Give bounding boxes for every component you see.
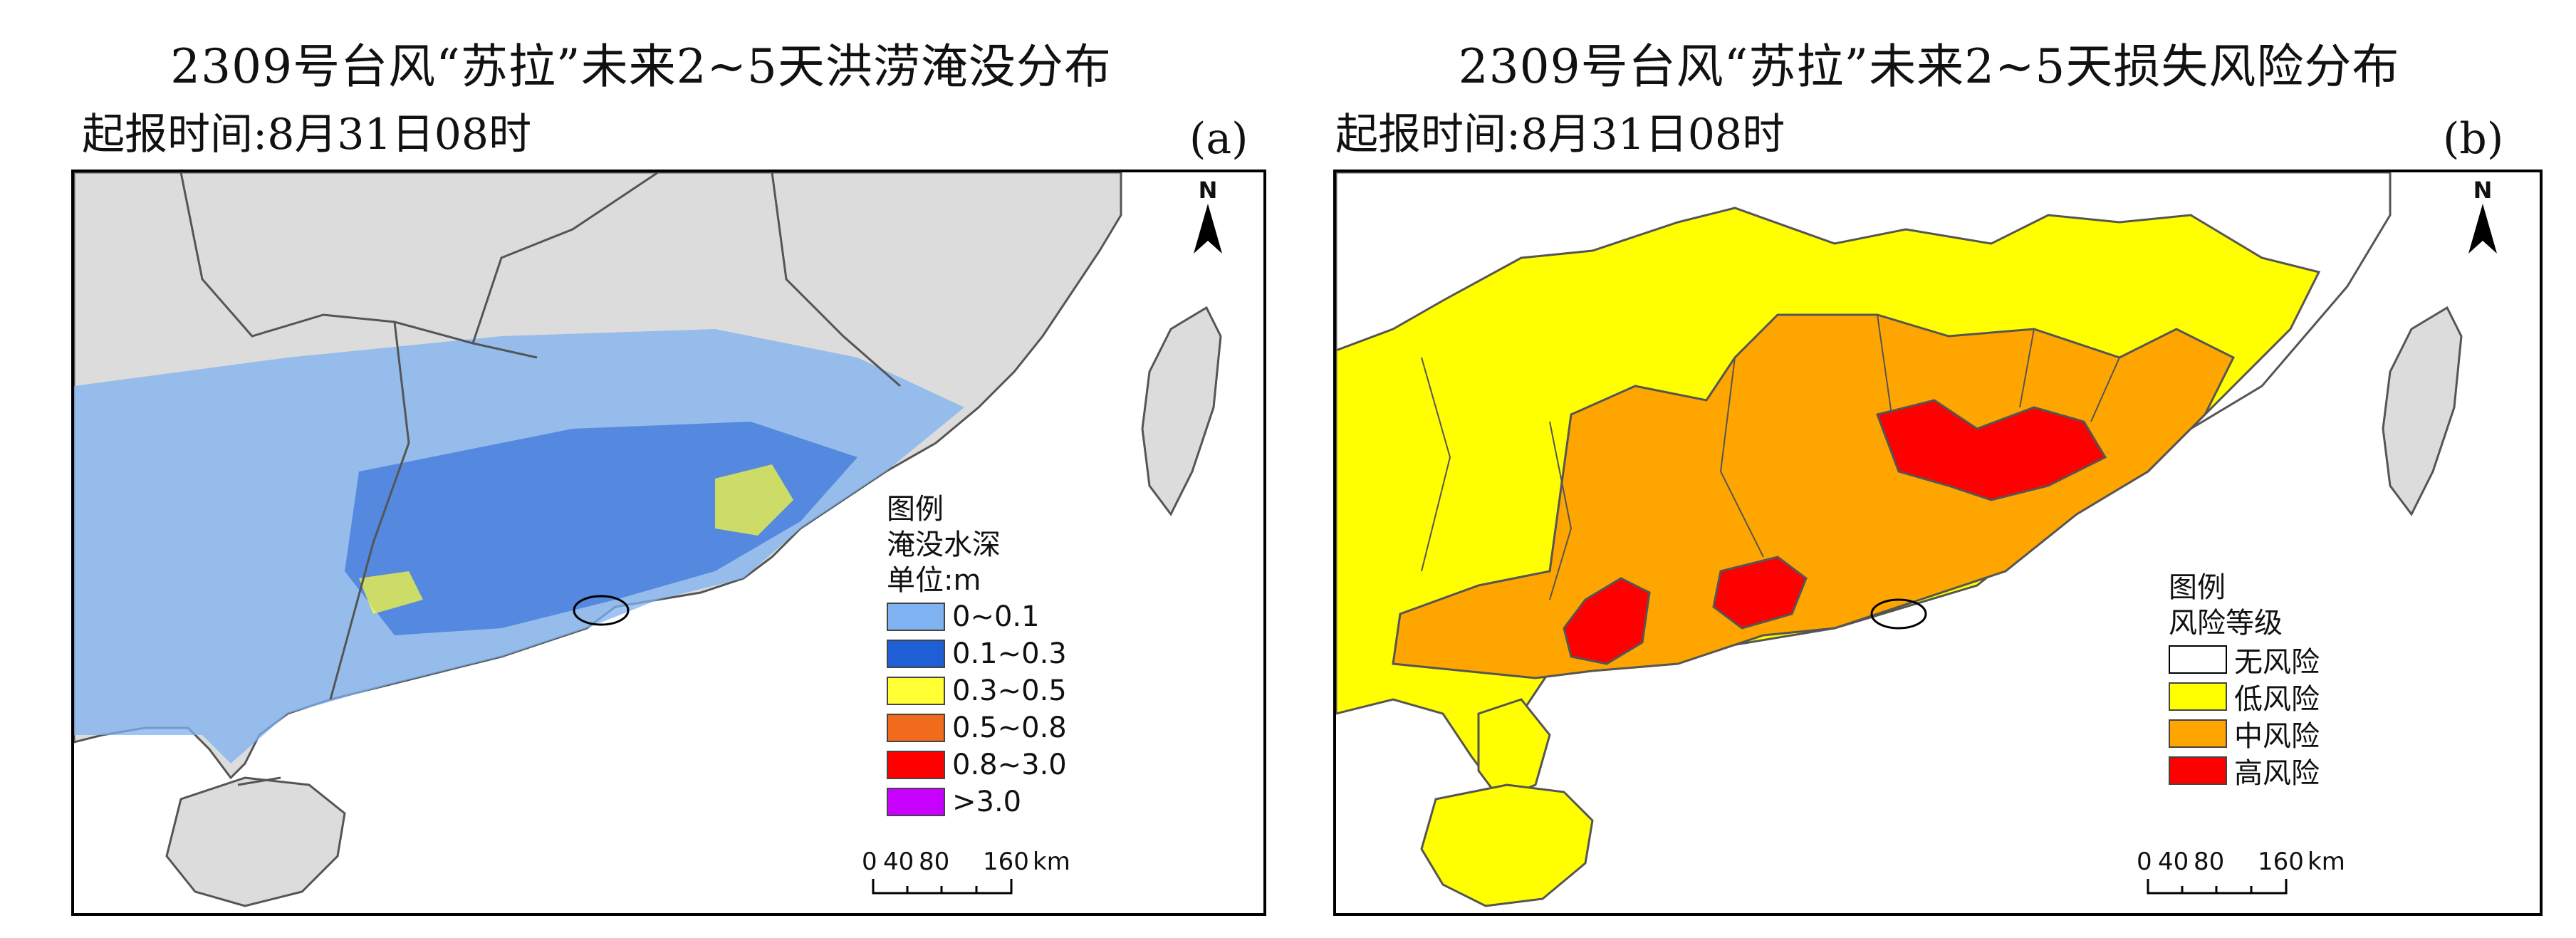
scale-tick: 160 [2258, 848, 2304, 876]
scale-tick: 160 [983, 848, 1029, 876]
legend-item-label: 无风险 [2234, 646, 2320, 679]
legend-swatch [2169, 645, 2227, 674]
flood-map-frame [71, 170, 1266, 916]
legend-title: 图例 [887, 493, 944, 526]
scale-tick: 80 [919, 848, 950, 876]
legend-swatch [2169, 719, 2227, 748]
scale-bar: 0 40 80 160 km [2137, 848, 2372, 905]
strait-line [237, 776, 281, 786]
legend-item: 0.3~0.5 [887, 672, 1122, 709]
legend-item: >3.0 [887, 783, 1122, 820]
county-boundary [1421, 314, 2120, 600]
legend-item-label: 0.8~3.0 [952, 749, 1067, 781]
legend-item-label: 0.3~0.5 [952, 674, 1067, 707]
risk-map-panel: 2309号台风“苏拉”未来2~5天损失风险分布 起报时间:8月31日08时 (b… [1282, 0, 2576, 938]
region-low-risk [1477, 698, 1551, 801]
legend-item: 0.8~3.0 [887, 746, 1122, 783]
scale-tick: 40 [2158, 848, 2189, 876]
north-arrow: N [2461, 177, 2504, 256]
legend-swatch [887, 788, 945, 816]
north-label: N [1198, 177, 1218, 204]
legend-item: 0~0.1 [887, 598, 1122, 635]
legend-item-label: 中风险 [2234, 720, 2320, 753]
issue-time-label: 起报时间:8月31日08时 [82, 110, 532, 160]
region-high-risk [1876, 399, 2107, 501]
panel-label: (b) [2443, 114, 2504, 164]
taiwan-island [1141, 306, 1222, 516]
hainan-island [1420, 783, 1594, 907]
hong-kong-outline [1870, 598, 1927, 630]
region-medium-risk [1392, 313, 2236, 679]
legend-swatch [887, 714, 945, 742]
legend-item: 中风险 [2169, 715, 2411, 753]
legend-swatch [2169, 756, 2227, 785]
risk-legend: 图例 风险等级 无风险 低风险 中风险 高风险 [2169, 570, 2411, 790]
scale-tick: 0 [2137, 848, 2152, 876]
legend-swatch [887, 640, 945, 668]
north-label: N [2473, 177, 2493, 204]
scale-tick: 40 [883, 848, 914, 876]
region-high-risk [1563, 577, 1651, 665]
scale-bar-line [2147, 879, 2288, 895]
north-arrow-icon [2468, 204, 2497, 254]
risk-map-canvas [1336, 172, 2463, 907]
north-arrow-icon [1194, 204, 1222, 254]
hainan-island [165, 776, 346, 907]
legend-subtitle: 风险等级 [2169, 607, 2283, 640]
scale-unit: km [1033, 848, 1070, 876]
legend-item-label: 0~0.1 [952, 600, 1040, 633]
legend-item-label: 0.5~0.8 [952, 712, 1067, 744]
scale-unit: km [2308, 848, 2345, 876]
legend-item-label: 高风险 [2234, 757, 2320, 790]
scale-bar: 0 40 80 160 km [862, 848, 1097, 905]
flood-map-panel: 2309号台风“苏拉”未来2~5天洪涝淹没分布 起报时间:8月31日08时 (a… [0, 0, 1282, 938]
legend-item: 低风险 [2169, 678, 2411, 716]
issue-time-label: 起报时间:8月31日08时 [1335, 110, 1785, 160]
legend-swatch [887, 603, 945, 631]
legend-item: 0.5~0.8 [887, 709, 1122, 746]
legend-item: 高风险 [2169, 752, 2411, 790]
scale-tick: 80 [2194, 848, 2225, 876]
legend-item: 无风险 [2169, 641, 2411, 679]
flood-area-high [359, 464, 793, 614]
risk-map-frame [1333, 170, 2543, 916]
legend-item-label: 0.1~0.3 [952, 637, 1067, 670]
region-high-risk [1712, 556, 1808, 630]
legend-item-label: 低风险 [2234, 683, 2320, 716]
panel-label: (a) [1189, 114, 1248, 164]
legend-subtitle: 淹没水深 [887, 528, 1001, 561]
legend-swatch [2169, 682, 2227, 711]
legend-unit: 单位:m [887, 564, 981, 597]
province-boundary [179, 172, 901, 700]
legend-swatch [887, 677, 945, 705]
north-arrow: N [1187, 177, 1229, 256]
scale-bar-line [872, 879, 1013, 895]
flood-legend: 图例 淹没水深 单位:m 0~0.1 0.1~0.3 0.3~0.5 0.5~0… [887, 491, 1122, 820]
legend-title: 图例 [2169, 571, 2226, 604]
flood-map-canvas [74, 172, 1222, 907]
flood-map-title: 2309号台风“苏拉”未来2~5天洪涝淹没分布 [170, 39, 1112, 94]
scale-tick: 0 [862, 848, 877, 876]
taiwan-island [2382, 306, 2463, 516]
legend-item: 0.1~0.3 [887, 635, 1122, 672]
risk-map-title: 2309号台风“苏拉”未来2~5天损失风险分布 [1458, 39, 2400, 94]
legend-item-label: >3.0 [952, 786, 1022, 818]
legend-swatch [887, 751, 945, 779]
hong-kong-outline [573, 595, 630, 626]
